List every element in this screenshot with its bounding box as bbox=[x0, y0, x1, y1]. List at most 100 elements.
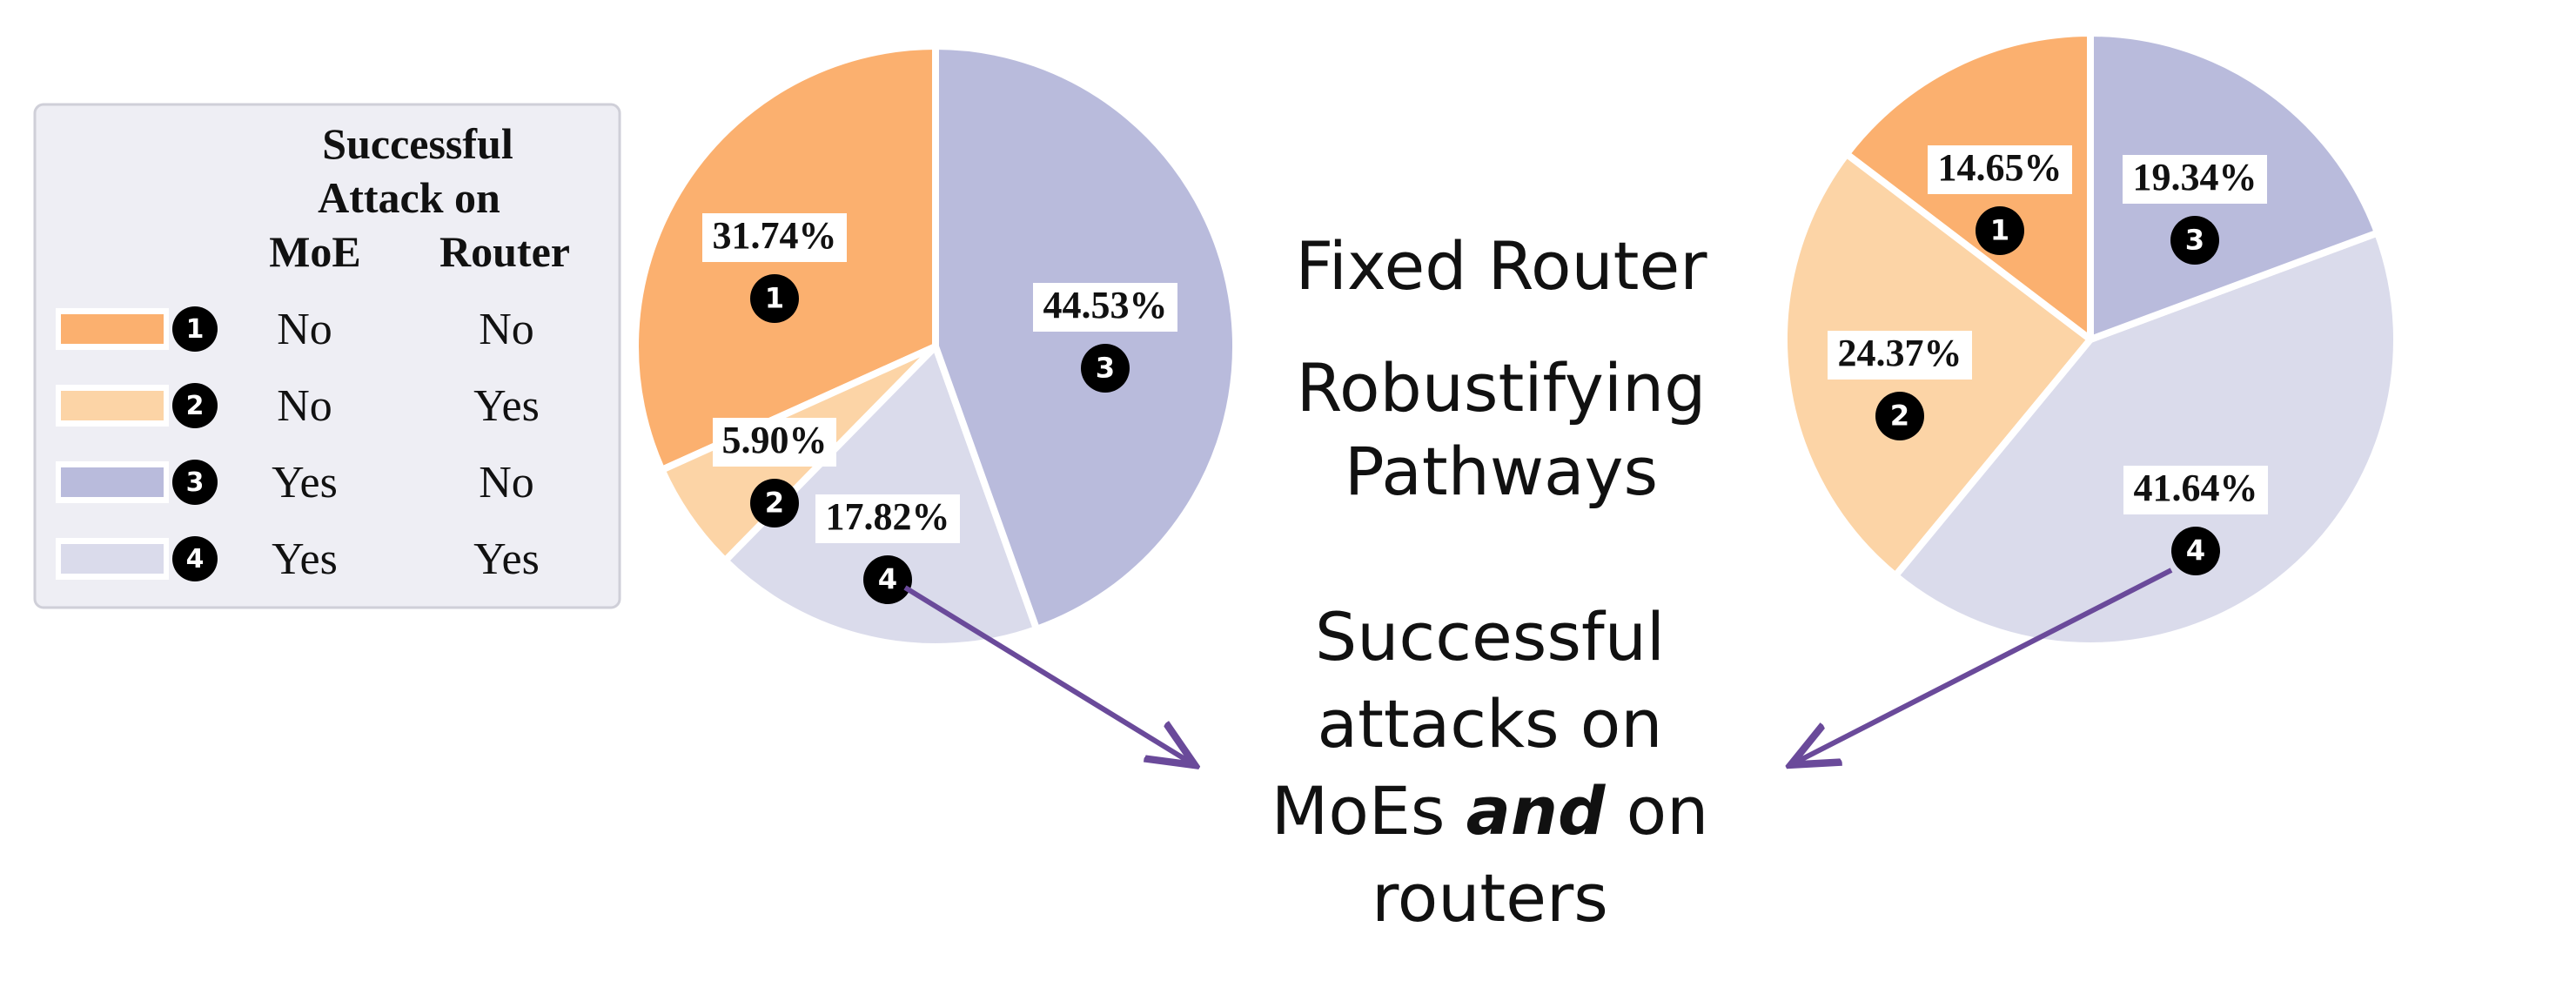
caption-line3-pre: MoEs bbox=[1271, 772, 1446, 850]
legend-col-moe: MoE bbox=[269, 227, 361, 276]
slice-marker: 1 bbox=[750, 274, 799, 323]
slice-label-box bbox=[1828, 331, 1972, 380]
slice-marker-circle bbox=[2171, 527, 2220, 575]
slice-marker: 2 bbox=[750, 479, 799, 527]
legend-marker: 3 bbox=[172, 460, 218, 505]
legend-marker-circle bbox=[172, 383, 218, 428]
legend-header-line2: Attack on bbox=[318, 173, 500, 222]
caption-line3: MoEs and on bbox=[1271, 772, 1709, 850]
slice-marker: 2 bbox=[1875, 392, 1924, 440]
slice-marker-number: 2 bbox=[1890, 400, 1909, 433]
legend-router-value: Yes bbox=[473, 534, 540, 584]
slice-label: 19.34% 3 bbox=[2123, 155, 2267, 265]
legend-marker-circle bbox=[172, 460, 218, 505]
slice-marker-number: 2 bbox=[765, 487, 784, 520]
legend: Successful Attack on MoE Router 1 No No 2 No… bbox=[33, 103, 621, 609]
slice-label: 24.37% 2 bbox=[1828, 331, 1972, 440]
legend-router-value: No bbox=[479, 458, 534, 507]
slice-marker-number: 3 bbox=[2185, 224, 2204, 257]
legend-swatch bbox=[61, 391, 164, 420]
legend-marker-number: 4 bbox=[186, 544, 205, 574]
slice-percent-label: 44.53% bbox=[1043, 284, 1168, 326]
slice-marker-circle bbox=[750, 479, 799, 527]
pie-chart-robustifying-pathways: 14.65% 1 24.37% 2 41.64% 4 19.34% 3 bbox=[1781, 30, 2400, 649]
slice-marker-number: 1 bbox=[765, 282, 784, 315]
right-chart-title-line2: Pathways bbox=[1345, 433, 1658, 510]
legend-marker-number: 2 bbox=[186, 391, 205, 421]
slice-percent-label: 41.64% bbox=[2134, 467, 2258, 509]
slice-marker-circle bbox=[1081, 344, 1130, 393]
legend-marker-circle bbox=[172, 306, 218, 352]
caption-line3-emphasis: and bbox=[1466, 772, 1607, 850]
slice-label-box bbox=[1928, 145, 2072, 194]
slice-marker-number: 3 bbox=[1096, 352, 1115, 385]
legend-row: 4 Yes Yes bbox=[56, 534, 540, 584]
center-annotations: Fixed Router Robustifying Pathways Succe… bbox=[1271, 227, 1709, 937]
arrow-right-pie-to-caption bbox=[1795, 568, 2173, 763]
slice-marker-circle bbox=[750, 274, 799, 323]
slice-percent-label: 5.90% bbox=[722, 419, 828, 461]
slice-marker: 3 bbox=[1081, 344, 1130, 393]
pie-chart-fixed-router: 31.74% 1 5.90% 2 17.82% 4 44.53% 3 bbox=[632, 43, 1239, 650]
slice-label: 14.65% 1 bbox=[1928, 145, 2072, 255]
slice-percent-label: 19.34% bbox=[2133, 156, 2257, 198]
pie-slice bbox=[932, 43, 1239, 633]
legend-marker-number: 3 bbox=[186, 467, 205, 498]
slice-label-box bbox=[815, 494, 960, 543]
slice-percent-label: 14.65% bbox=[1938, 146, 2063, 189]
slice-marker: 3 bbox=[2170, 216, 2219, 265]
slice-label-box bbox=[702, 213, 847, 262]
slice-marker-circle bbox=[1976, 206, 2024, 255]
legend-swatch bbox=[61, 467, 164, 497]
slice-marker: 4 bbox=[2171, 527, 2220, 575]
slice-marker-circle bbox=[2170, 216, 2219, 265]
legend-marker-circle bbox=[172, 536, 218, 581]
slice-label: 41.64% 4 bbox=[2123, 466, 2268, 575]
legend-swatch bbox=[61, 314, 164, 344]
caption-line4: routers bbox=[1372, 859, 1608, 937]
legend-header-line1: Successful bbox=[322, 119, 513, 168]
slice-label: 5.90% 2 bbox=[713, 418, 836, 527]
legend-col-router: Router bbox=[439, 227, 570, 276]
legend-router-value: Yes bbox=[473, 381, 540, 431]
legend-row: 2 No Yes bbox=[56, 381, 540, 431]
caption-line2: attacks on bbox=[1318, 685, 1663, 763]
legend-moe-value: Yes bbox=[272, 534, 338, 584]
slice-marker: 4 bbox=[863, 555, 912, 604]
pie-slice bbox=[1891, 229, 2400, 649]
slice-percent-label: 31.74% bbox=[713, 214, 837, 257]
slice-percent-label: 17.82% bbox=[826, 495, 950, 538]
slice-label-box bbox=[1033, 283, 1177, 332]
slice-label: 44.53% 3 bbox=[1033, 283, 1177, 393]
slice-label: 31.74% 1 bbox=[702, 213, 847, 323]
legend-marker: 2 bbox=[172, 383, 218, 428]
slice-marker-number: 4 bbox=[878, 563, 897, 596]
slice-marker-circle bbox=[863, 555, 912, 604]
legend-swatch bbox=[61, 544, 164, 574]
legend-marker: 4 bbox=[172, 536, 218, 581]
arrow-left-pie-to-caption bbox=[903, 585, 1191, 763]
legend-moe-value: No bbox=[277, 305, 332, 354]
slice-marker-number: 1 bbox=[1990, 214, 2009, 247]
left-chart-title: Fixed Router bbox=[1296, 227, 1708, 305]
legend-row: 3 Yes No bbox=[56, 458, 534, 507]
legend-moe-value: Yes bbox=[272, 458, 338, 507]
slice-percent-label: 24.37% bbox=[1838, 332, 1962, 374]
slice-marker-number: 4 bbox=[2186, 534, 2205, 568]
legend-marker-number: 1 bbox=[186, 314, 205, 345]
slice-label-box bbox=[2123, 155, 2267, 204]
right-chart-title-line1: Robustifying bbox=[1297, 349, 1707, 427]
slice-label-box bbox=[2123, 466, 2268, 514]
slice-label: 17.82% 4 bbox=[815, 494, 960, 604]
slice-label-box bbox=[713, 418, 836, 467]
slice-marker: 1 bbox=[1976, 206, 2024, 255]
caption-line1: Successful bbox=[1315, 598, 1665, 675]
legend-marker: 1 bbox=[172, 306, 218, 352]
legend-moe-value: No bbox=[277, 381, 332, 431]
legend-router-value: No bbox=[479, 305, 534, 354]
caption-line3-post: on bbox=[1627, 772, 1709, 850]
slice-marker-circle bbox=[1875, 392, 1924, 440]
legend-rows: 1 No No 2 No Yes 3 Yes No 4 Yes Yes bbox=[56, 305, 540, 584]
legend-row: 1 No No bbox=[56, 305, 534, 354]
